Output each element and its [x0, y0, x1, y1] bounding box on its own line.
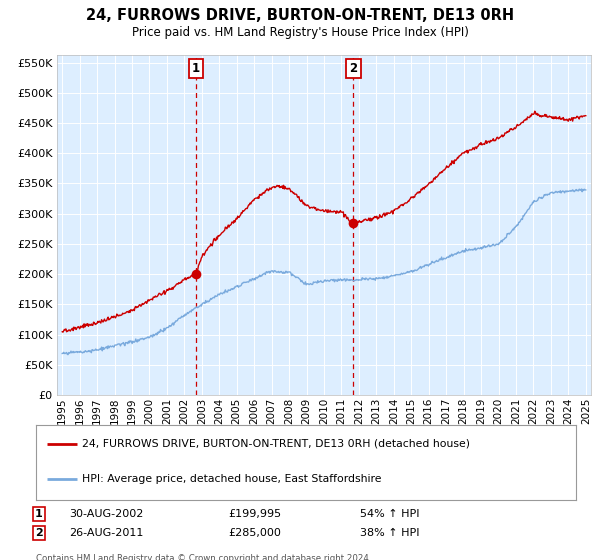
Text: 30-AUG-2002: 30-AUG-2002: [69, 509, 143, 519]
Text: £199,995: £199,995: [228, 509, 281, 519]
Text: Price paid vs. HM Land Registry's House Price Index (HPI): Price paid vs. HM Land Registry's House …: [131, 26, 469, 39]
Text: 24, FURROWS DRIVE, BURTON-ON-TRENT, DE13 0RH: 24, FURROWS DRIVE, BURTON-ON-TRENT, DE13…: [86, 8, 514, 23]
Text: £285,000: £285,000: [228, 528, 281, 538]
Text: Contains HM Land Registry data © Crown copyright and database right 2024.
This d: Contains HM Land Registry data © Crown c…: [36, 554, 371, 560]
Text: 1: 1: [35, 509, 43, 519]
Text: 2: 2: [349, 62, 357, 75]
Text: 1: 1: [192, 62, 200, 75]
Text: 26-AUG-2011: 26-AUG-2011: [69, 528, 143, 538]
Text: HPI: Average price, detached house, East Staffordshire: HPI: Average price, detached house, East…: [82, 474, 382, 484]
Text: 24, FURROWS DRIVE, BURTON-ON-TRENT, DE13 0RH (detached house): 24, FURROWS DRIVE, BURTON-ON-TRENT, DE13…: [82, 438, 470, 449]
Text: 38% ↑ HPI: 38% ↑ HPI: [360, 528, 419, 538]
Text: 2: 2: [35, 528, 43, 538]
Text: 54% ↑ HPI: 54% ↑ HPI: [360, 509, 419, 519]
